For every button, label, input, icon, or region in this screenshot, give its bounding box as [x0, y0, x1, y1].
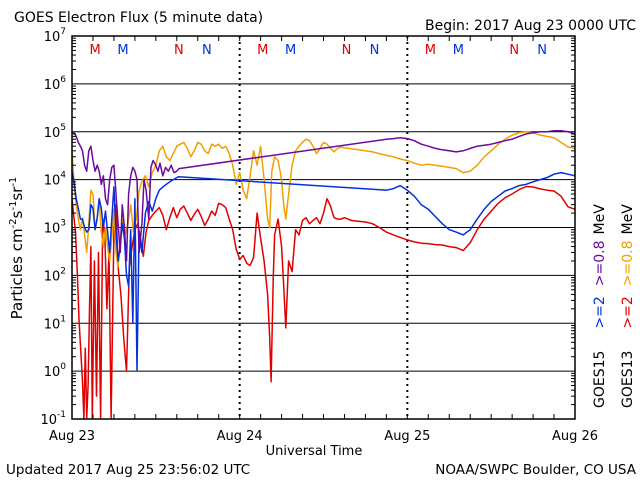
begin-date: Begin: 2017 Aug 23 0000 UTC [425, 18, 636, 34]
mn-marker: M [285, 43, 296, 58]
chart-title: GOES Electron Flux (5 minute data) [14, 10, 263, 26]
svg-text:GOES15>=2>=0.8MeV: GOES15 >=2 >=0.8 MeV [592, 204, 608, 408]
series-line [71, 171, 576, 372]
series-line [71, 131, 576, 268]
legend: GOES13 >=2 >=0.8 MeV GOES15 >=2 >=0.8 MeV [592, 204, 636, 408]
svg-text:GOES13>=2>=0.8MeV: GOES13 >=2 >=0.8 MeV [620, 204, 636, 408]
legend-unit: MeV [620, 204, 636, 235]
y-tick-label: 102 [44, 266, 66, 284]
source-credit: NOAA/SWPC Boulder, CO USA [435, 462, 637, 478]
y-label-part: sr [8, 186, 26, 201]
y-tick-label: 101 [44, 314, 66, 332]
y-tick-label: 106 [44, 75, 67, 93]
mn-marker: M [453, 43, 464, 58]
mn-marker: N [537, 43, 547, 58]
mn-marker: N [174, 43, 184, 58]
x-tick-label: Aug 25 [384, 429, 430, 444]
mn-marker: N [202, 43, 212, 58]
mn-marker: N [342, 43, 352, 58]
y-tick-label: 103 [44, 219, 66, 237]
plot-frame [71, 35, 576, 420]
mn-marker: M [89, 43, 100, 58]
x-tick-label: Aug 26 [552, 429, 598, 444]
x-axis-label: Universal Time [266, 444, 363, 459]
x-tick-label: Aug 23 [49, 429, 95, 444]
y-tick-label: 104 [44, 171, 67, 189]
legend-series-label: >=0.8 [620, 240, 636, 286]
y-tick-label: 105 [44, 123, 66, 141]
y-tick-label: 107 [44, 27, 66, 45]
y-tick-label: 100 [44, 362, 67, 380]
legend-unit: MeV [592, 204, 608, 235]
x-tick-label: Aug 24 [217, 429, 263, 444]
mn-marker: M [425, 43, 436, 58]
legend-satellite: GOES13 [620, 351, 636, 408]
y-label-exp: -1 [8, 177, 19, 187]
mn-marker: N [509, 43, 519, 58]
mn-marker: N [370, 43, 380, 58]
mn-marker: M [117, 43, 128, 58]
updated-timestamp: Updated 2017 Aug 25 23:56:02 UTC [6, 462, 250, 478]
mn-marker: M [257, 43, 268, 58]
y-label-exp: -1 [8, 201, 19, 211]
grid [72, 36, 575, 419]
legend-satellite: GOES15 [592, 351, 608, 408]
svg-text:Particles cm-2s-1sr-1: Particles cm-2s-1sr-1 [8, 177, 26, 320]
series-line [71, 185, 576, 420]
legend-series-label: >=2 [592, 296, 608, 328]
y-tick-label: 10-1 [40, 410, 66, 428]
y-label-part: s [8, 210, 26, 218]
series-line [71, 129, 576, 262]
y-label-part: Particles cm [8, 228, 26, 319]
legend-series-label: >=2 [620, 296, 636, 328]
series-layer [71, 129, 576, 420]
y-label-exp: -2 [8, 218, 19, 228]
y-axis-label: Particles cm-2s-1sr-1 [8, 177, 26, 320]
legend-series-label: >=0.8 [592, 240, 608, 286]
